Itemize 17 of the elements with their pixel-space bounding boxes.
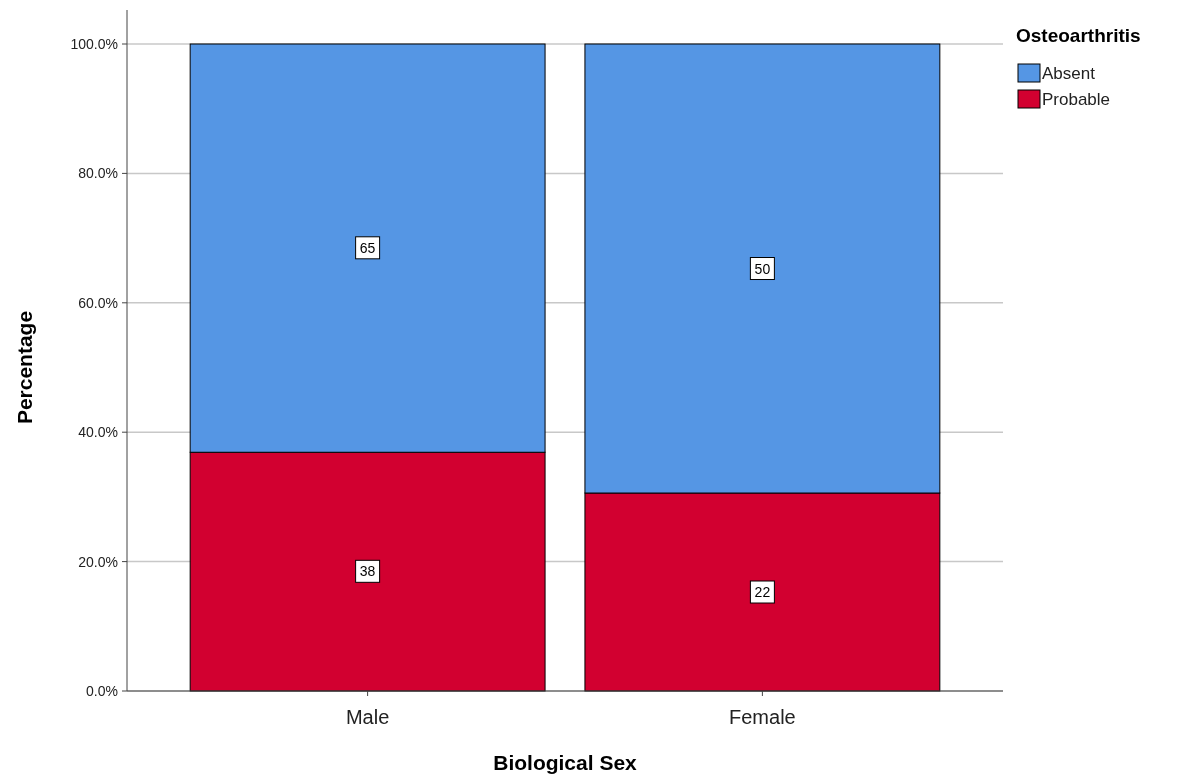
y-tick-label: 40.0% — [78, 424, 118, 441]
annotation: 38 — [359, 563, 376, 580]
annotation: 22 — [754, 584, 771, 601]
y-tick-label: 80.0% — [78, 165, 118, 182]
annotation: 65 — [359, 239, 376, 256]
x-tick-label: Female — [729, 706, 796, 728]
y-axis-title: Percentage — [13, 310, 36, 425]
y-tick-label: 20.0% — [78, 553, 118, 570]
legend-label: Absent — [1042, 64, 1096, 83]
y-tick-label: 0.0% — [86, 683, 118, 699]
y-tick-label: 60.0% — [78, 294, 118, 311]
x-tick-label: Male — [345, 706, 390, 728]
legend-title: Osteoarthritis — [1016, 25, 1141, 46]
legend-label: Probable — [1042, 90, 1111, 109]
annotation: 50 — [754, 260, 771, 277]
y-tick-label: 100.0% — [70, 36, 118, 52]
x-axis-title: Biological Sex — [493, 751, 638, 774]
